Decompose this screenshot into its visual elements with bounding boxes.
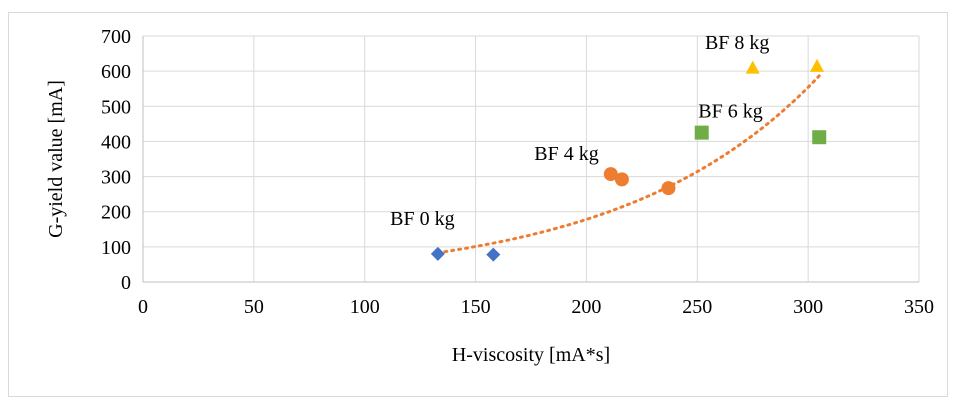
data-point-circle: [603, 167, 618, 182]
gridlines: [143, 35, 920, 282]
axes: [142, 36, 919, 283]
y-tick-label: 200: [101, 202, 131, 224]
y-tick-label: 100: [101, 237, 131, 259]
x-tick-label: 50: [244, 296, 264, 318]
x-tick-label: 300: [793, 296, 823, 318]
annotations: BF 0 kg BF 4 kg BF 6 kg BF 8 kg: [390, 32, 769, 230]
x-tick-label: 350: [904, 296, 934, 318]
data-point-circle: [661, 181, 676, 196]
chart-frame: [8, 12, 948, 397]
trendline: [436, 74, 821, 255]
x-tick-label: 250: [682, 296, 712, 318]
y-tick-label: 500: [101, 96, 131, 118]
data-point-diamond: [486, 247, 501, 262]
x-tick-label: 150: [461, 296, 491, 318]
y-tick-label: 600: [101, 61, 131, 83]
data-point-circle: [614, 172, 629, 187]
x-tick-label: 200: [571, 296, 601, 318]
y-tick-label: 700: [101, 26, 131, 48]
annotation-label: BF 4 kg: [534, 143, 598, 165]
x-tick-label: 100: [350, 296, 380, 318]
tick-labels: 0 50 100 150 200 250 300 350 0 100 200 300 400 500 600…: [101, 26, 934, 318]
annotation-label: BF 0 kg: [390, 208, 454, 230]
x-tick-label: 0: [138, 296, 148, 318]
data-points: [430, 58, 827, 262]
y-tick-label: 300: [101, 167, 131, 189]
annotation-label: BF 6 kg: [698, 101, 762, 123]
y-tick-label: 400: [101, 131, 131, 153]
data-point-triangle: [745, 60, 760, 74]
data-point-triangle: [810, 58, 825, 72]
x-axis-title: H-viscosity [mA*s]: [452, 344, 610, 366]
annotation-label: BF 8 kg: [705, 32, 769, 54]
y-axis-title: G-yield value [mA]: [45, 80, 67, 238]
data-point-square: [812, 130, 827, 145]
data-point-square: [694, 125, 709, 140]
trendline-group: [436, 74, 821, 255]
data-point-diamond: [430, 246, 445, 261]
y-tick-label: 0: [121, 272, 131, 294]
